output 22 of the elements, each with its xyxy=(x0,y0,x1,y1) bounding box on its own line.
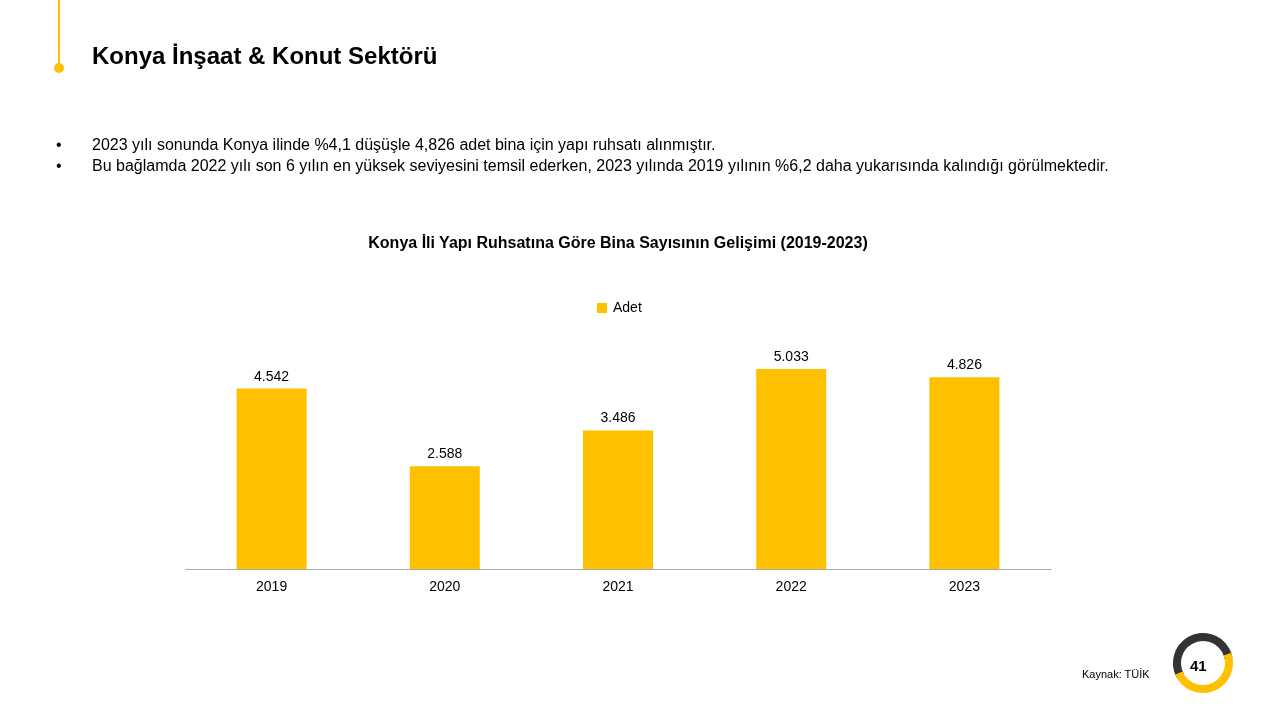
text: Kaynak: TÜİK xyxy=(1082,668,1150,680)
bar xyxy=(583,430,653,569)
x-tick-label: 2019 xyxy=(256,577,288,594)
x-tick-label: 2022 xyxy=(775,577,807,594)
bar xyxy=(929,377,1000,569)
data-label: 5.033 xyxy=(773,348,809,364)
x-tick-label: 2020 xyxy=(429,577,461,594)
text: 41 xyxy=(1190,657,1207,674)
data-label: 4.542 xyxy=(254,367,290,384)
legend-label: Adet xyxy=(613,299,642,315)
bar xyxy=(756,369,827,569)
chart-title: Konya İli Yapı Ruhsatına Göre Bina Sayısının Gelişimi (2019-2023) xyxy=(368,234,868,251)
data-label: 2.588 xyxy=(427,445,463,462)
text: • Bu bağlamda 2022 yılı son 6 yılın en yüksek seviyesini temsil ederken, 2023 yılında 2019 yılının %6,2 daha yukarısında kalındığı görülmektedir. xyxy=(56,156,1110,176)
data-label: 3.486 xyxy=(600,409,636,426)
bar xyxy=(236,388,307,569)
text: • 2023 yılı sonunda Konya ilinde %4,1 düşüşle 4,826 adet bina için yapı ruhsatı alınmıştır. xyxy=(56,135,717,155)
x-tick-label: 2021 xyxy=(602,577,634,594)
text: Konya İnşaat & Konut Sektörü xyxy=(92,42,438,70)
data-label: 4.826 xyxy=(946,356,983,373)
x-tick-label: 2023 xyxy=(948,577,981,594)
bar xyxy=(409,466,480,569)
